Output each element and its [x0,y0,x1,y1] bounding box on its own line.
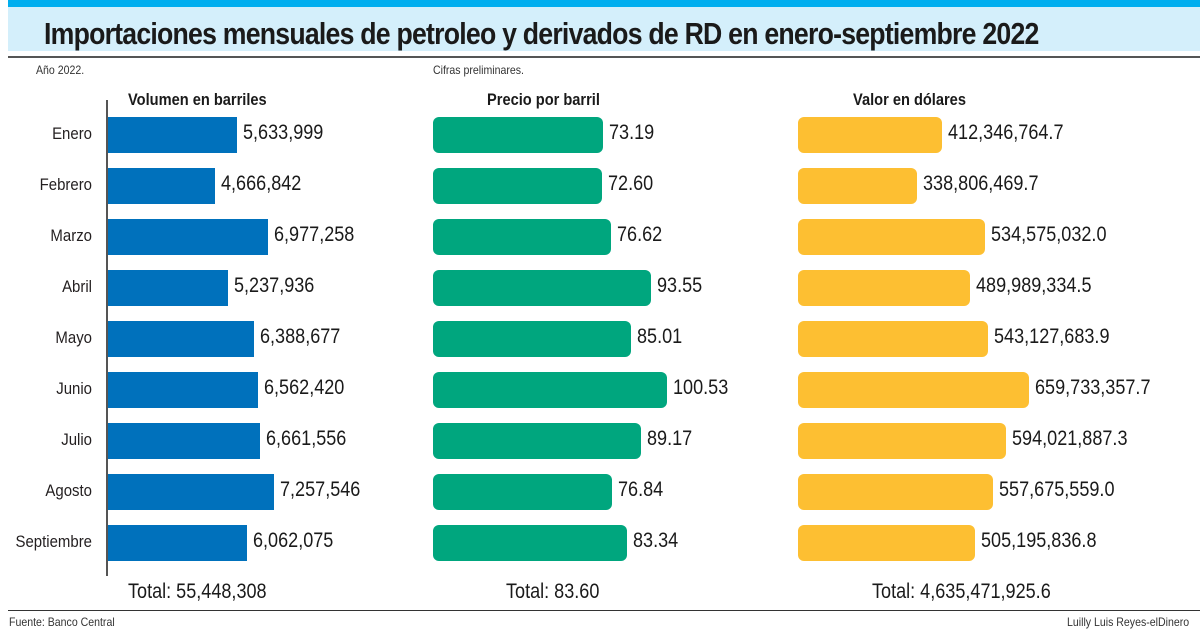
volume-value-label: 4,666,842 [221,172,302,195]
price-value-label: 93.55 [657,274,703,297]
price-bar [433,321,631,357]
value-bar [798,168,917,204]
value-value-label: 543,127,683.9 [994,325,1110,348]
volume-bar [108,270,228,306]
header-stripe [8,0,1200,7]
value-value-label: 412,346,764.7 [948,121,1064,144]
value-bar [798,270,970,306]
category-label: Febrero [39,175,92,194]
volume-bar [108,423,260,459]
value-value-label: 534,575,032.0 [991,223,1107,246]
volume-value-label: 6,562,420 [264,376,345,399]
volume-value-label: 5,633,999 [243,121,324,144]
volume-bar [108,474,274,510]
price-value-label: 83.34 [633,529,679,552]
price-value-label: 76.62 [617,223,663,246]
price-value-label: 89.17 [647,427,693,450]
volume-bar [108,372,258,408]
price-total: Total: 83.60 [506,580,600,603]
value-bar [798,525,975,561]
value-bar [798,372,1029,408]
value-bar [798,474,993,510]
volume-bar [108,117,237,153]
category-label: Julio [61,430,92,449]
price-value-label: 72.60 [608,172,654,195]
volume-bar [108,168,215,204]
source-note: Fuente: Banco Central [9,615,115,629]
category-label: Junio [56,379,92,398]
value-bar [798,219,985,255]
volume-value-label: 5,237,936 [234,274,315,297]
price-value-label: 76.84 [618,478,664,501]
value-value-label: 505,195,836.8 [981,529,1097,552]
volume-axis-line [106,100,108,576]
year-note: Año 2022. [36,63,85,77]
value-value-label: 557,675,559.0 [999,478,1115,501]
price-bar [433,270,651,306]
value-value-label: 489,989,334.5 [976,274,1092,297]
price-bar [433,525,627,561]
value-bar [798,117,942,153]
footer-divider [8,610,1200,611]
price-value-label: 100.53 [673,376,729,399]
volume-bar [108,219,268,255]
volume-value-label: 6,388,677 [260,325,341,348]
value-bar [798,423,1006,459]
category-label: Marzo [50,226,92,245]
price-bar [433,168,602,204]
value-value-label: 338,806,469.7 [923,172,1039,195]
volume-chart-title: Volumen en barriles [128,90,267,109]
category-label: Mayo [55,328,92,347]
category-label: Septiembre [15,532,92,551]
credit-note: Luilly Luis Reyes-elDinero [1067,615,1190,629]
preliminary-note: Cifras preliminares. [433,63,524,77]
volume-bar [108,525,247,561]
price-bar [433,423,641,459]
value-total: Total: 4,635,471,925.6 [872,580,1051,603]
price-bar [433,474,612,510]
header-band: Importaciones mensuales de petroleo y de… [8,7,1200,51]
volume-value-label: 6,661,556 [266,427,347,450]
volume-value-label: 6,062,075 [253,529,334,552]
price-bar [433,117,603,153]
price-bar [433,219,611,255]
header-divider [8,56,1200,58]
value-value-label: 659,733,357.7 [1035,376,1151,399]
volume-value-label: 6,977,258 [274,223,355,246]
volume-total: Total: 55,448,308 [128,580,267,603]
category-label: Abril [62,277,92,296]
volume-bar [108,321,254,357]
value-chart-title: Valor en dólares [853,90,966,109]
value-value-label: 594,021,887.3 [1012,427,1128,450]
price-bar [433,372,667,408]
category-label: Agosto [45,481,92,500]
price-chart-title: Precio por barril [487,90,600,109]
price-value-label: 73.19 [609,121,655,144]
value-bar [798,321,988,357]
category-label: Enero [52,124,92,143]
volume-value-label: 7,257,546 [280,478,361,501]
page-title: Importaciones mensuales de petroleo y de… [44,16,1039,51]
price-value-label: 85.01 [637,325,683,348]
